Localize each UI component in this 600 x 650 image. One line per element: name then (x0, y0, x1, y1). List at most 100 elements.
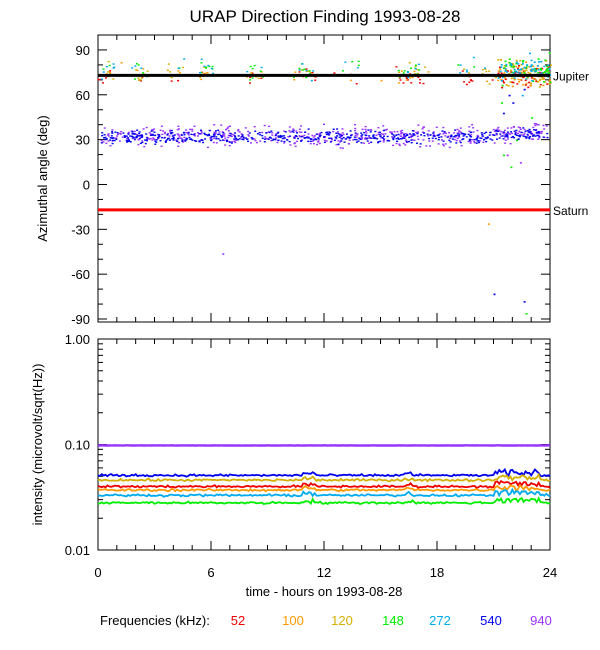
azimuth-point-540 (211, 135, 214, 138)
azimuth-point-52 (524, 79, 527, 82)
azimuth-point-540 (272, 138, 275, 141)
azimuth-point-52 (260, 77, 263, 79)
azimuth-point-940 (271, 132, 274, 134)
azimuth-point-540 (114, 131, 117, 133)
azimuth-point-940 (492, 128, 495, 131)
azimuth-point-940 (189, 128, 192, 131)
azimuth-point-100 (427, 71, 430, 73)
azimuth-point-940 (289, 131, 292, 133)
azimuth-point-540 (359, 138, 362, 141)
azimuth-point-540 (397, 133, 400, 136)
azimuth-point-148 (418, 69, 421, 71)
azimuth-point-148 (108, 64, 111, 67)
azimuth-point-100 (294, 71, 297, 73)
azimuth-point-148 (548, 72, 551, 74)
azimuth-point-940 (177, 145, 180, 147)
azimuth-point-52 (535, 80, 538, 83)
azimuth-point-52 (461, 70, 464, 72)
azimuth-point-100 (513, 78, 516, 81)
azimuth-point-100 (380, 79, 383, 82)
azimuth-point-940 (179, 137, 182, 139)
azimuth-point-940 (542, 124, 545, 127)
azimuth-point-100 (525, 82, 528, 85)
azimuth-point-540 (489, 131, 492, 134)
azimuth-point-940 (107, 135, 110, 137)
azimuth-point-940 (341, 132, 344, 134)
azimuth-point-940 (537, 124, 540, 126)
azimuth-point-120 (408, 61, 411, 64)
azimuth-point-540 (481, 135, 484, 137)
azimuth-point-940 (398, 144, 401, 147)
azimuth-point-540 (268, 131, 271, 134)
azimuth-point-540 (183, 134, 186, 136)
azimuth-point-272 (177, 67, 180, 70)
azimuth-point-540 (217, 129, 220, 131)
azimuth-point-940 (182, 141, 185, 143)
azimuth-point-148 (403, 70, 406, 72)
azimuth-point-940 (342, 133, 345, 136)
azimuth-point-100 (500, 58, 503, 61)
azimuth-point-540 (485, 137, 488, 140)
azimuth-point-272 (534, 70, 537, 72)
azimuth-point-540 (198, 133, 201, 135)
azimuth-point-940 (472, 127, 475, 129)
azimuth-point-540 (123, 136, 126, 138)
azimuth-point-940 (519, 128, 522, 131)
azimuth-point-540 (461, 138, 464, 141)
azimuth-point-940 (254, 139, 257, 142)
azimuth-point-940 (127, 138, 130, 140)
azimuth-point-272 (459, 72, 462, 74)
azimuth-point-940 (300, 131, 303, 133)
azimuth-point-540 (261, 134, 264, 137)
azimuth-point-540 (146, 137, 149, 139)
azimuth-point-272 (521, 63, 524, 65)
azimuth-point-940 (458, 131, 461, 133)
azimuth-point-940 (500, 131, 503, 133)
azimuth-point-540 (397, 137, 400, 139)
azimuth-point-540 (145, 139, 148, 141)
azimuth-point-540 (459, 141, 462, 144)
azimuth-point-120 (510, 69, 513, 72)
azimuth-point-100 (409, 77, 412, 79)
azimuth-point-940 (227, 134, 230, 137)
azimuth-y-tick-label: -60 (71, 267, 90, 282)
azimuth-point-940 (187, 134, 190, 136)
azimuth-point-120 (260, 71, 263, 73)
azimuth-point-940 (458, 140, 461, 142)
azimuth-point-120 (494, 76, 497, 79)
azimuth-point-940 (185, 132, 188, 134)
azimuth-point-272 (513, 68, 516, 71)
azimuth-point-272 (537, 69, 540, 71)
azimuth-point-272 (465, 71, 468, 73)
azimuth-point-148 (502, 154, 505, 157)
azimuth-point-148 (544, 71, 547, 73)
azimuth-point-940 (253, 138, 256, 140)
azimuth-point-940 (352, 139, 355, 141)
azimuth-point-940 (442, 145, 445, 147)
azimuth-point-100 (413, 70, 416, 73)
azimuth-point-540 (115, 138, 118, 140)
azimuth-point-940 (398, 143, 401, 145)
azimuth-point-540 (248, 132, 251, 134)
azimuth-point-52 (546, 83, 549, 85)
legend-entry-120: 120 (331, 613, 353, 628)
azimuth-point-940 (523, 133, 526, 136)
azimuth-point-540 (495, 138, 498, 140)
azimuth-point-52 (535, 67, 538, 70)
azimuth-point-940 (103, 127, 106, 129)
azimuth-point-940 (253, 126, 256, 128)
azimuth-point-540 (411, 130, 414, 132)
azimuth-point-940 (298, 131, 301, 133)
azimuth-point-940 (133, 139, 136, 141)
azimuth-point-540 (462, 132, 465, 135)
azimuth-point-940 (442, 126, 445, 129)
azimuth-point-540 (167, 137, 170, 140)
azimuth-point-940 (470, 134, 473, 136)
azimuth-point-540 (171, 135, 174, 137)
azimuth-point-148 (540, 69, 543, 71)
azimuth-point-940 (183, 139, 186, 141)
azimuth-point-540 (501, 135, 504, 137)
azimuth-point-540 (369, 131, 372, 133)
azimuth-point-540 (342, 136, 345, 139)
azimuth-point-540 (279, 136, 282, 138)
